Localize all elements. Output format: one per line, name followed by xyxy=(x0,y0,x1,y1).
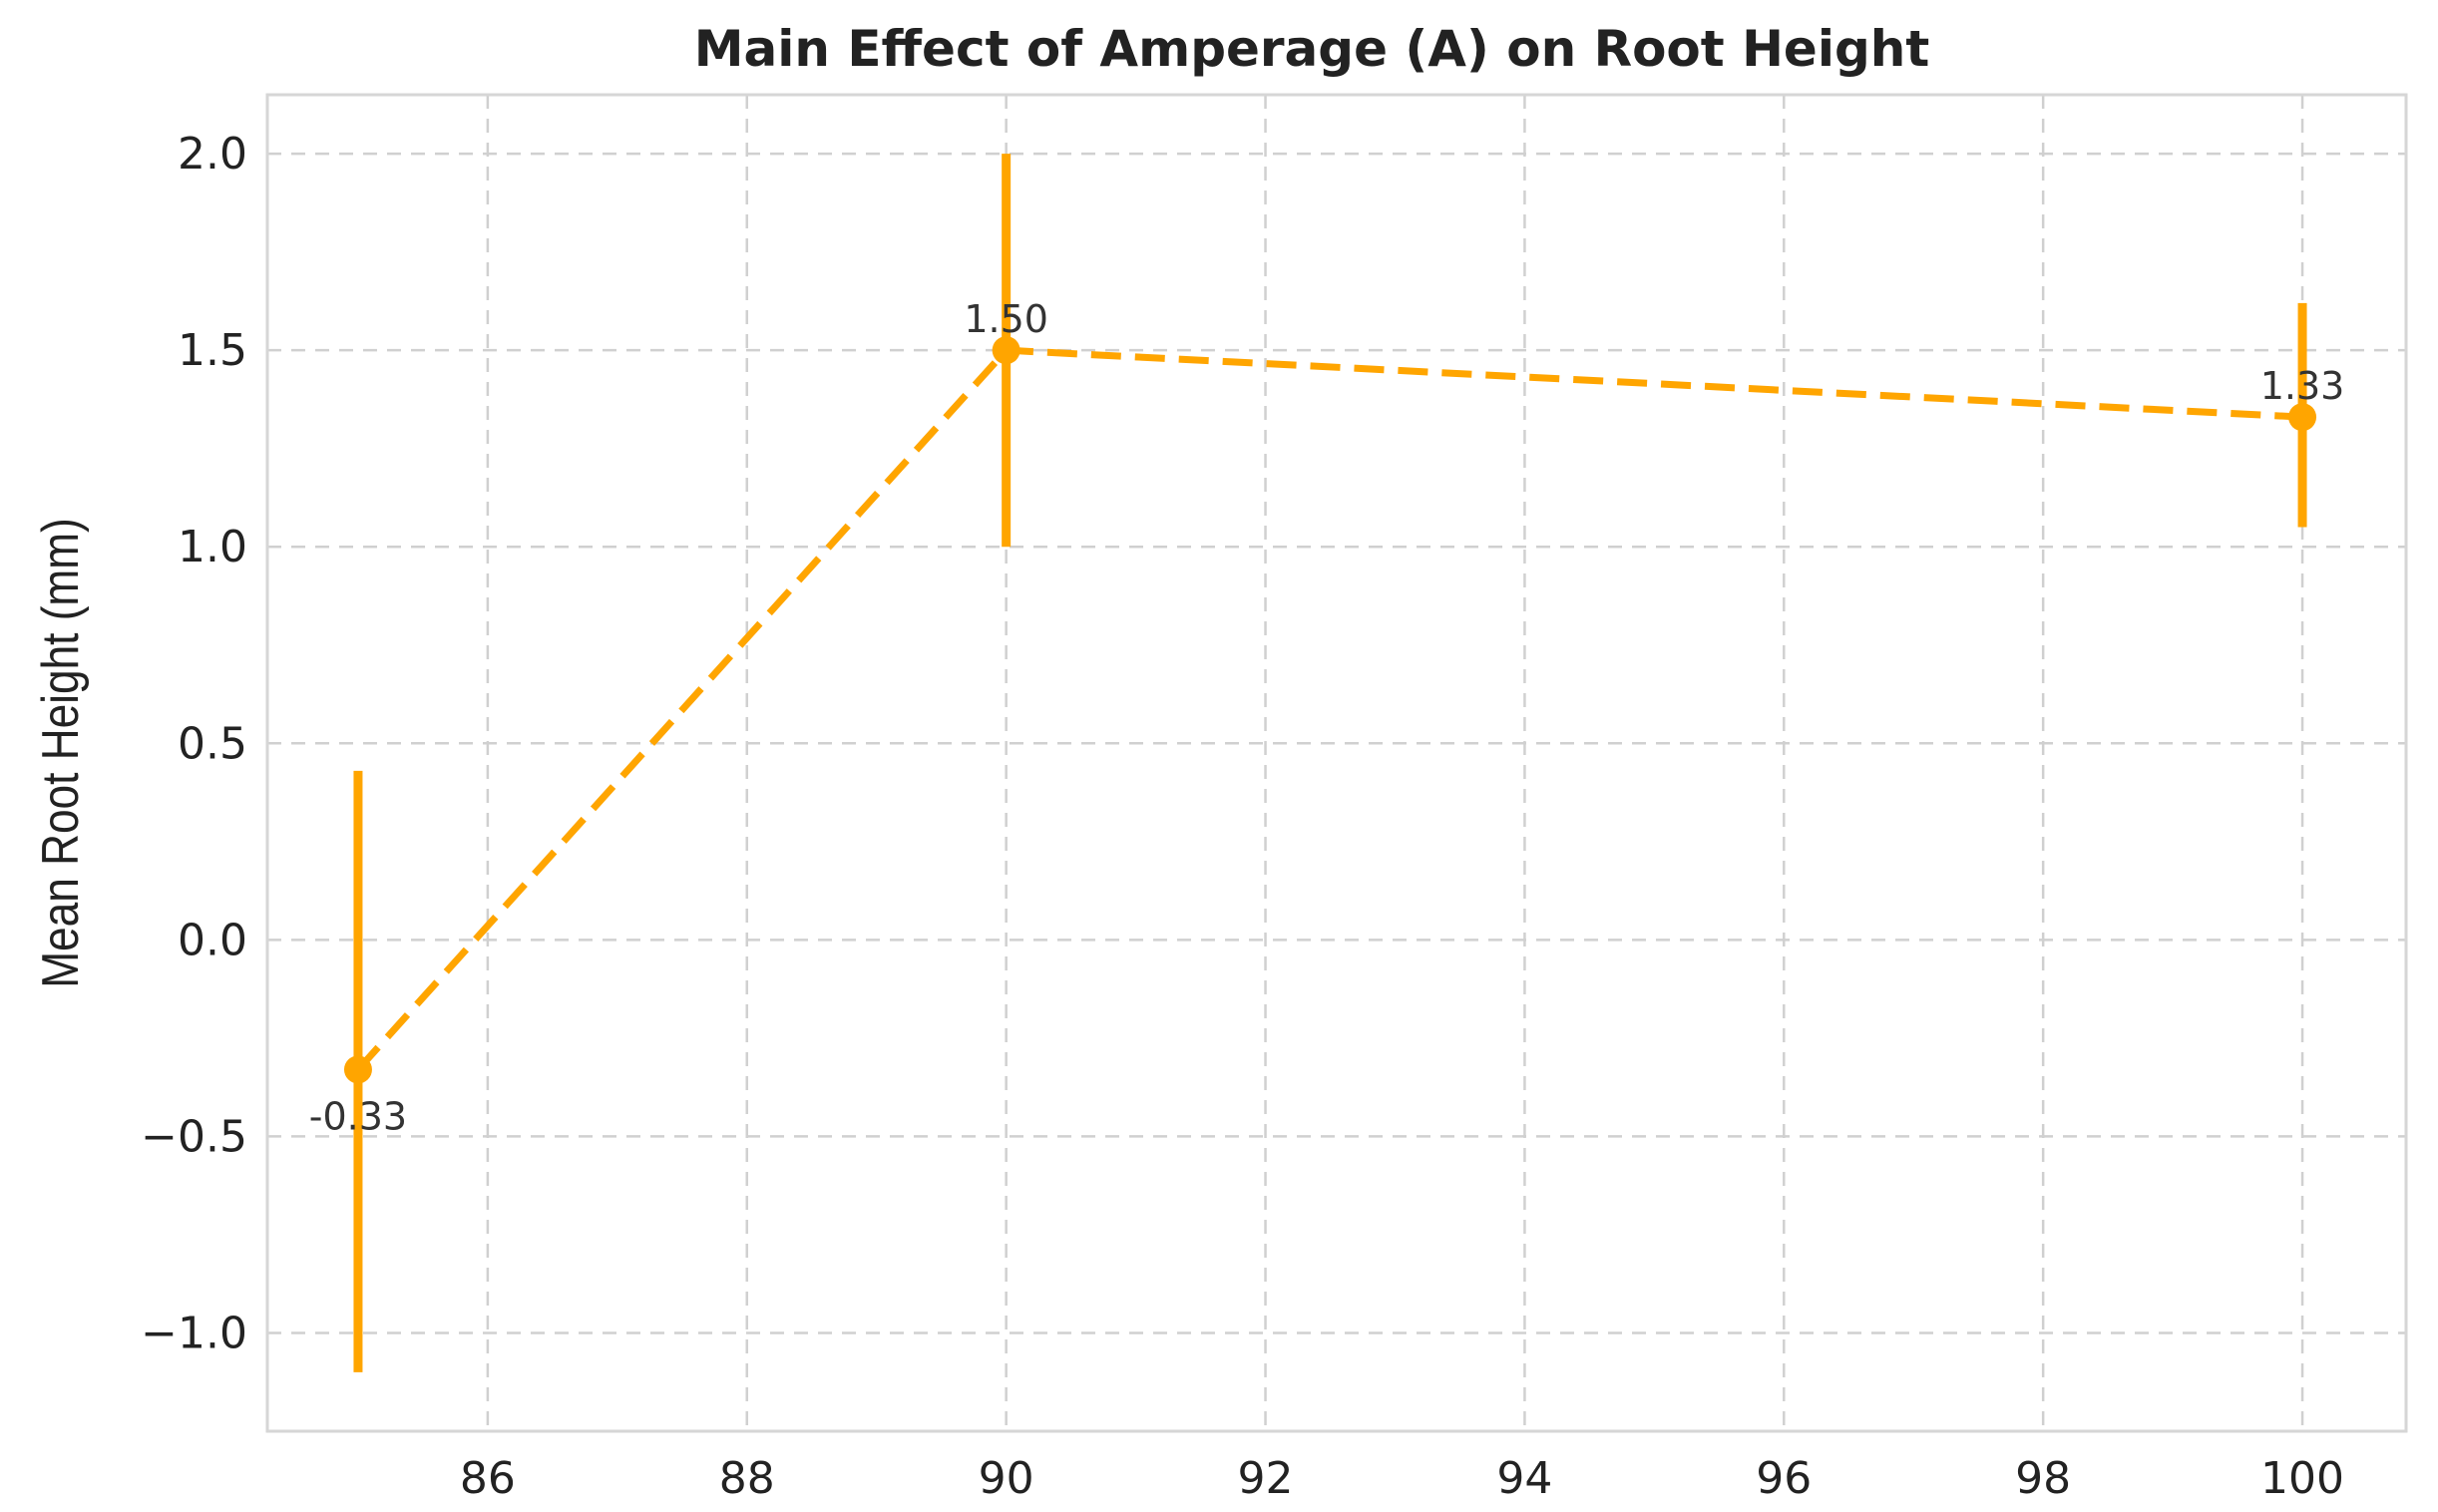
data-labels: -0.33 1.50 1.33 xyxy=(309,297,2345,1138)
chart-title: Main Effect of Amperage (A) on Root Heig… xyxy=(694,20,1930,78)
data-label-85: -0.33 xyxy=(309,1094,407,1138)
error-bars xyxy=(353,154,2307,1372)
y-axis-label: Mean Root Height (mm) xyxy=(32,518,90,988)
x-tick-label-86: 86 xyxy=(460,1453,516,1504)
y-tick-label-1: −0.5 xyxy=(141,1111,247,1162)
x-tick-label-92: 92 xyxy=(1238,1453,1294,1504)
y-axis-ticks: −1.0 −0.5 0.0 0.5 1.0 1.5 2.0 xyxy=(141,129,247,1358)
series-line-layer xyxy=(355,346,2303,1072)
data-point-90 xyxy=(992,336,1020,365)
data-points xyxy=(343,336,2317,1084)
y-tick-label-5: 1.5 xyxy=(178,325,247,376)
data-point-100 xyxy=(2288,403,2317,432)
data-label-100: 1.33 xyxy=(2260,364,2345,408)
y-tick-label-2: 0.0 xyxy=(178,915,247,965)
y-tick-label-6: 2.0 xyxy=(178,129,247,180)
y-tick-label-0: −1.0 xyxy=(141,1308,247,1358)
x-tick-label-88: 88 xyxy=(719,1453,775,1504)
x-tick-label-100: 100 xyxy=(2260,1453,2344,1504)
x-tick-label-96: 96 xyxy=(1756,1453,1812,1504)
series-line-0 xyxy=(355,346,2303,1072)
x-tick-label-90: 90 xyxy=(979,1453,1034,1504)
data-point-85 xyxy=(343,1055,372,1084)
plot-frame xyxy=(265,93,2408,1433)
data-label-90: 1.50 xyxy=(964,297,1048,341)
y-tick-label-3: 0.5 xyxy=(178,718,247,769)
x-tick-label-98: 98 xyxy=(2015,1453,2071,1504)
x-tick-label-94: 94 xyxy=(1496,1453,1552,1504)
x-axis-ticks: 86 88 90 92 94 96 98 100 xyxy=(460,1453,2344,1504)
grid xyxy=(267,95,2406,1431)
y-tick-label-4: 1.0 xyxy=(178,522,247,572)
